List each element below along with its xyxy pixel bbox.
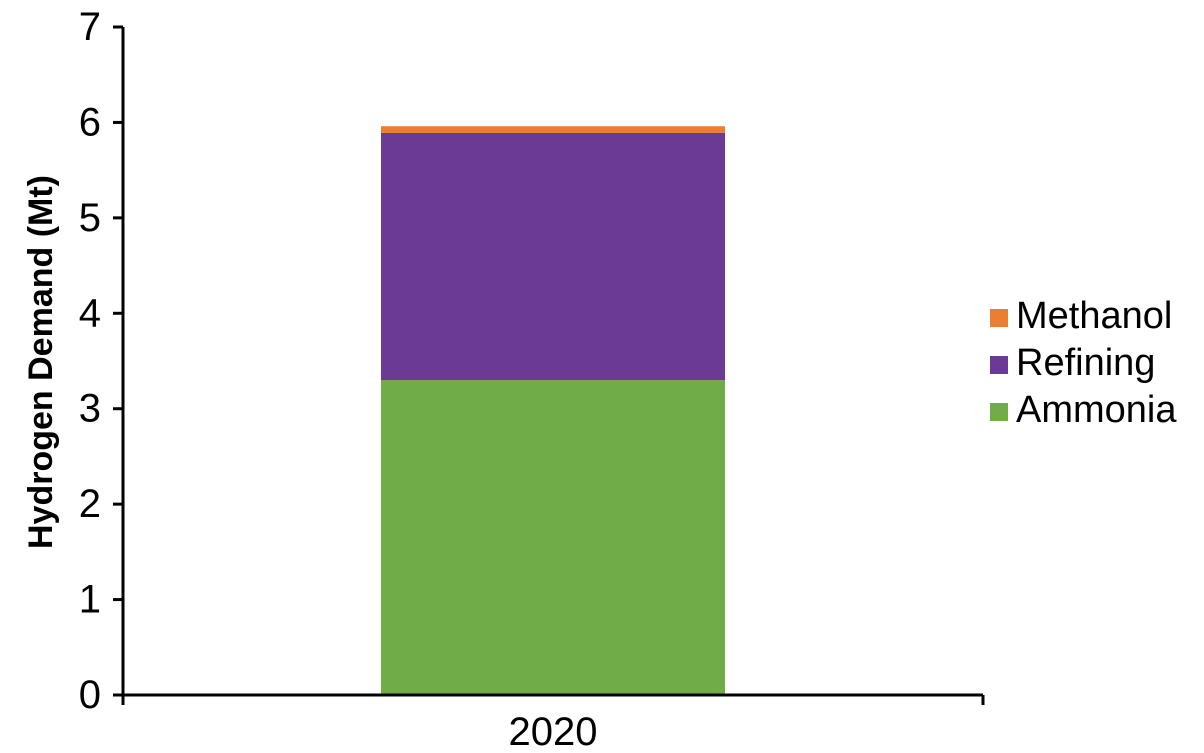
legend-swatch-refining: [990, 356, 1008, 374]
legend-swatch-methanol: [990, 309, 1008, 327]
x-axis-labels: 2020: [509, 710, 598, 753]
x-tick-label: 2020: [509, 710, 598, 753]
bar-segment-refining: [381, 132, 725, 381]
y-tick-label: 3: [79, 387, 101, 431]
y-tick-label: 1: [79, 578, 101, 622]
bar-segment-methanol: [381, 126, 725, 133]
y-tick-label: 2: [79, 482, 101, 526]
y-axis-title: Hydrogen Demand (Mt): [22, 175, 60, 549]
bar-stack: [381, 126, 725, 695]
y-tick-label: 7: [79, 5, 101, 49]
y-tick-label: 6: [79, 100, 101, 144]
legend-label-methanol: Methanol: [1016, 295, 1172, 337]
y-axis-ticks: 0 1 2 3 4 5 6 7: [79, 5, 123, 717]
y-tick-label: 5: [79, 196, 101, 240]
y-tick-label: 4: [79, 291, 101, 335]
legend-swatch-ammonia: [990, 403, 1008, 421]
y-tick-label: 0: [79, 673, 101, 717]
bar-segment-ammonia: [381, 380, 725, 695]
legend-label-ammonia: Ammonia: [1016, 389, 1177, 431]
legend-label-refining: Refining: [1016, 342, 1155, 384]
legend: Methanol Refining Ammonia: [990, 295, 1177, 431]
